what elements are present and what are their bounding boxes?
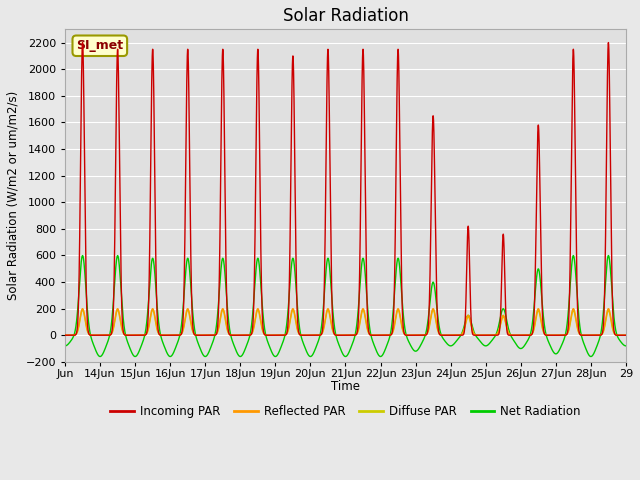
Title: Solar Radiation: Solar Radiation <box>282 7 408 25</box>
Text: SI_met: SI_met <box>76 39 124 52</box>
X-axis label: Time: Time <box>331 380 360 393</box>
Y-axis label: Solar Radiation (W/m2 or um/m2/s): Solar Radiation (W/m2 or um/m2/s) <box>7 91 20 300</box>
Legend: Incoming PAR, Reflected PAR, Diffuse PAR, Net Radiation: Incoming PAR, Reflected PAR, Diffuse PAR… <box>106 400 586 422</box>
